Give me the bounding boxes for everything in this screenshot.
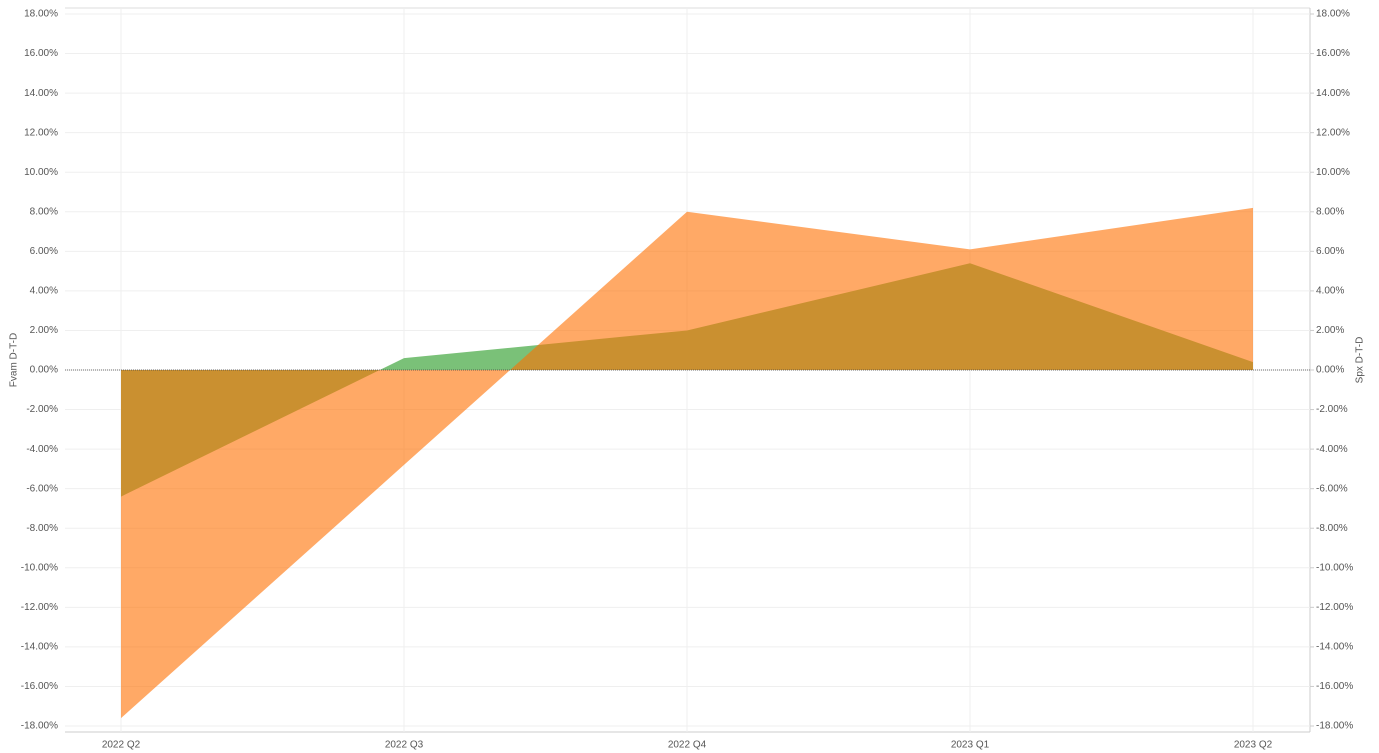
x-tick-label: 2023 Q1 xyxy=(951,740,990,751)
x-tick-label: 2022 Q3 xyxy=(385,740,424,751)
y2-tick-label: -4.00% xyxy=(1316,444,1348,455)
y2-tick-label: 8.00% xyxy=(1316,206,1344,217)
y-tick-label: -8.00% xyxy=(26,523,58,534)
y-tick-label: 0.00% xyxy=(30,365,58,376)
y2-tick-label: -14.00% xyxy=(1316,642,1353,653)
y2-tick-label: 2.00% xyxy=(1316,325,1344,336)
y-tick-label: 18.00% xyxy=(24,9,58,20)
y-tick-label: -10.00% xyxy=(21,562,58,573)
y-tick-label: -18.00% xyxy=(21,721,58,732)
y2-tick-label: 14.00% xyxy=(1316,88,1350,99)
y2-tick-label: -2.00% xyxy=(1316,404,1348,415)
y-tick-label: 4.00% xyxy=(30,286,58,297)
y-tick-label: -14.00% xyxy=(21,642,58,653)
y-tick-label: -16.00% xyxy=(21,681,58,692)
y2-tick-label: 10.00% xyxy=(1316,167,1350,178)
y-tick-label: 10.00% xyxy=(24,167,58,178)
x-tick-label: 2022 Q2 xyxy=(102,740,141,751)
y2-tick-label: -10.00% xyxy=(1316,562,1353,573)
y-tick-label: -2.00% xyxy=(26,404,58,415)
y2-tick-label: 12.00% xyxy=(1316,127,1350,138)
area xyxy=(121,207,1253,719)
y-tick-label: 8.00% xyxy=(30,206,58,217)
y-tick-label: -6.00% xyxy=(26,483,58,494)
y2-tick-label: 16.00% xyxy=(1316,48,1350,59)
y-tick-label: -4.00% xyxy=(26,444,58,455)
y-axis-title: Fvam D-T-D xyxy=(9,333,20,387)
y-tick-label: 6.00% xyxy=(30,246,58,257)
y-tick-label: -12.00% xyxy=(21,602,58,613)
y2-tick-label: -12.00% xyxy=(1316,602,1353,613)
x-tick-label: 2023 Q2 xyxy=(1234,740,1273,751)
y-tick-label: 14.00% xyxy=(24,88,58,99)
y2-tick-label: -8.00% xyxy=(1316,523,1348,534)
y2-axis-title: Spx D-T-D xyxy=(1355,337,1366,384)
y2-tick-label: -18.00% xyxy=(1316,721,1353,732)
y2-tick-label: 4.00% xyxy=(1316,286,1344,297)
y-tick-label: 12.00% xyxy=(24,127,58,138)
x-tick-label: 2022 Q4 xyxy=(668,740,707,751)
y-tick-label: 16.00% xyxy=(24,48,58,59)
y-tick-label: 2.00% xyxy=(30,325,58,336)
y2-tick-label: -16.00% xyxy=(1316,681,1353,692)
y2-tick-label: 18.00% xyxy=(1316,9,1350,20)
y2-tick-label: 0.00% xyxy=(1316,365,1344,376)
y2-tick-label: 6.00% xyxy=(1316,246,1344,257)
y2-tick-label: -6.00% xyxy=(1316,483,1348,494)
